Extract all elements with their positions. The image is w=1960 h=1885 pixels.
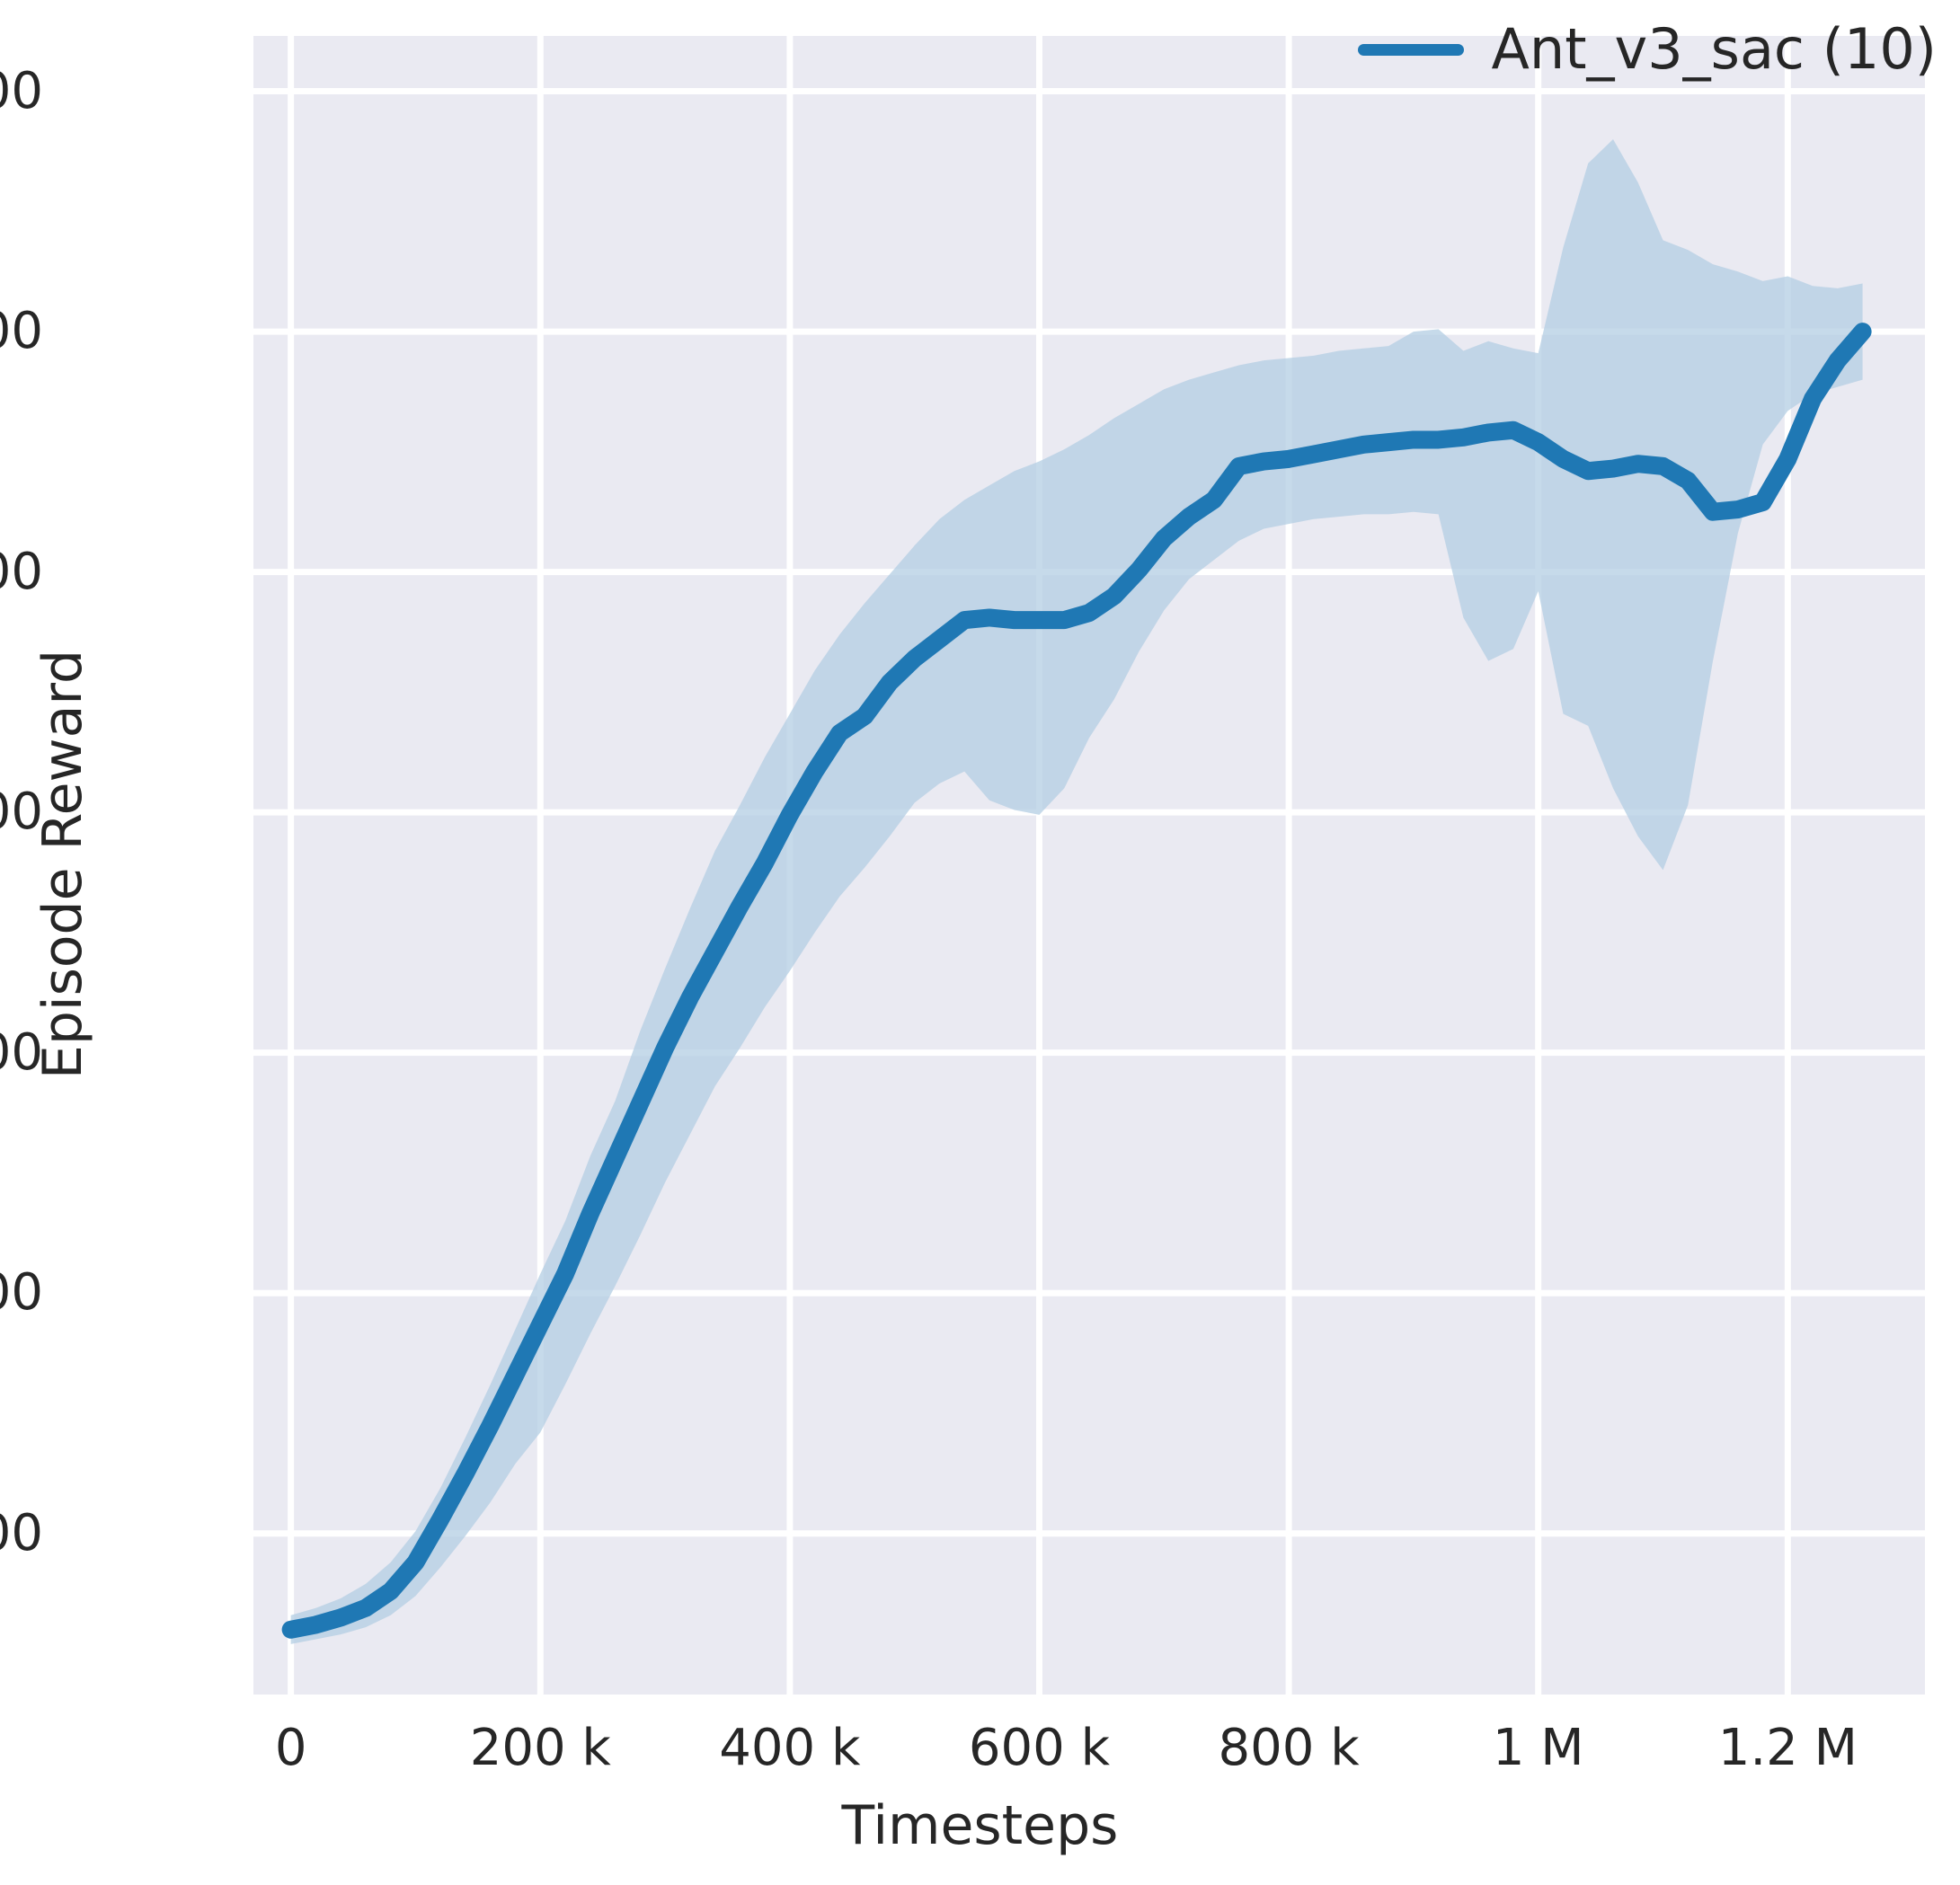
- plot-area: [253, 36, 1925, 1695]
- x-tick-label: 0: [274, 1719, 307, 1777]
- y-tick-label: 3000: [0, 1022, 43, 1082]
- legend-line-swatch: [1358, 43, 1465, 56]
- x-tick-label: 800 k: [1218, 1719, 1360, 1777]
- legend-item-label: Ant_v3_sac (10): [1491, 16, 1937, 82]
- y-tick-label: 7000: [0, 61, 43, 120]
- y-tick-label: 4000: [0, 783, 43, 842]
- x-tick-label: 200 k: [469, 1719, 611, 1777]
- confidence-band: [290, 139, 1863, 1644]
- plot-svg: [253, 36, 1925, 1695]
- y-tick-label: 1000: [0, 1503, 43, 1562]
- x-tick-label: 600 k: [968, 1719, 1111, 1777]
- x-axis-label: Timesteps: [841, 1794, 1119, 1857]
- y-tick-label: 6000: [0, 302, 43, 361]
- x-tick-label: 1 M: [1492, 1719, 1584, 1777]
- x-tick-label: 1.2 M: [1717, 1719, 1858, 1777]
- y-axis-label: Episode Reward: [31, 649, 94, 1080]
- x-tick-label: 400 k: [719, 1719, 861, 1777]
- y-tick-label: 5000: [0, 542, 43, 601]
- chart-legend: Ant_v3_sac (10): [1352, 22, 1942, 77]
- mean-line: [281, 323, 1872, 1639]
- y-tick-label: 2000: [0, 1263, 43, 1323]
